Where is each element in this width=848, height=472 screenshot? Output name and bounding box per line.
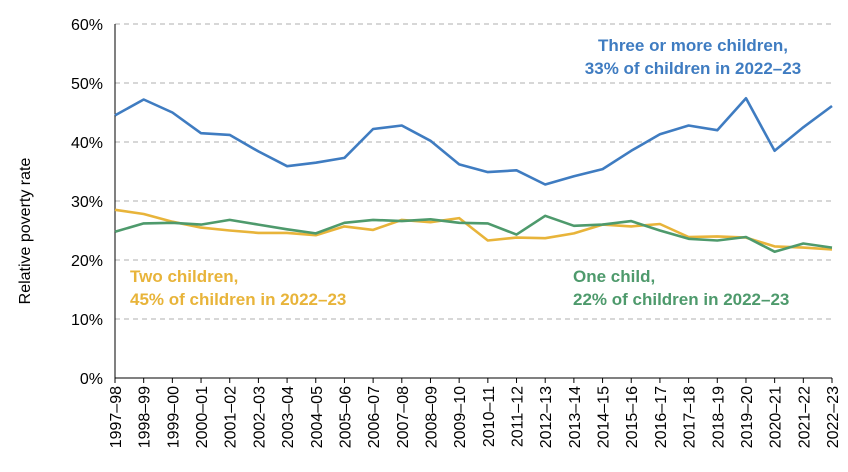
x-tick-label: 2003–04 bbox=[280, 386, 297, 448]
series-lines bbox=[114, 97, 833, 253]
series-annotations: Three or more children, 33% of children i… bbox=[130, 36, 801, 309]
y-tick-labels: 0% 10% 20% 30% 40% 50% 60% bbox=[71, 17, 103, 388]
x-tick-label: 2014–15 bbox=[596, 386, 613, 448]
x-tick-label: 2013–14 bbox=[567, 386, 584, 448]
y-tick-label: 0% bbox=[80, 371, 103, 388]
series-annotation: 33% of children in 2022–23 bbox=[585, 59, 801, 78]
y-tick-label: 10% bbox=[71, 312, 103, 329]
y-tick-label: 50% bbox=[71, 76, 103, 93]
x-tick-label: 1998–99 bbox=[137, 386, 154, 448]
y-tick-label: 20% bbox=[71, 253, 103, 270]
series-line-two-children bbox=[114, 208, 833, 251]
series-annotation: 45% of children in 2022–23 bbox=[130, 290, 346, 309]
x-tick-label: 2020–21 bbox=[768, 386, 785, 448]
x-tick-label: 2007–08 bbox=[395, 386, 412, 448]
x-tick-label: 2022–23 bbox=[825, 386, 842, 448]
x-tick-label: 2001–02 bbox=[223, 386, 240, 448]
x-tick-label: 2002–03 bbox=[251, 386, 268, 448]
x-tick-labels: 1997–98 1998–99 1999–00 2000–01 2001–02 2002–… bbox=[108, 386, 842, 448]
x-tick-label: 2012–13 bbox=[538, 386, 555, 448]
x-tick-label: 2011–12 bbox=[510, 386, 527, 447]
x-tick-label: 2000–01 bbox=[194, 386, 211, 448]
y-tick-label: 60% bbox=[71, 17, 103, 34]
x-tick-label: 2004–05 bbox=[309, 386, 326, 448]
x-tick-label: 2015–16 bbox=[624, 386, 641, 448]
x-tick-label: 2016–17 bbox=[653, 386, 670, 448]
x-tick-label: 2017–18 bbox=[682, 386, 699, 448]
series-line-three-or-more-children bbox=[114, 97, 833, 186]
x-tick-label: 2018–19 bbox=[710, 386, 727, 448]
axes bbox=[114, 24, 833, 383]
series-annotation: 22% of children in 2022–23 bbox=[573, 290, 789, 309]
series-annotation: Three or more children, bbox=[598, 36, 788, 55]
x-tick-label: 1999–00 bbox=[165, 386, 182, 448]
series-line-one-child bbox=[114, 214, 833, 253]
series-annotation: One child, bbox=[573, 267, 655, 286]
x-tick-label: 2021–22 bbox=[796, 386, 813, 448]
x-tick-label: 2005–06 bbox=[337, 386, 354, 448]
x-tick-label: 2010–11 bbox=[481, 386, 498, 447]
y-tick-label: 30% bbox=[71, 194, 103, 211]
gridlines bbox=[115, 23, 832, 320]
x-tick-label: 2008–09 bbox=[423, 386, 440, 448]
x-tick-label: 1997–98 bbox=[108, 386, 125, 448]
y-tick-label: 40% bbox=[71, 135, 103, 152]
x-tick-label: 2006–07 bbox=[366, 386, 383, 448]
series-annotation: Two children, bbox=[130, 267, 238, 286]
x-tick-label: 2009–10 bbox=[452, 386, 469, 448]
x-tick-label: 2019–20 bbox=[739, 386, 756, 448]
y-axis-label: Relative poverty rate bbox=[17, 158, 34, 305]
